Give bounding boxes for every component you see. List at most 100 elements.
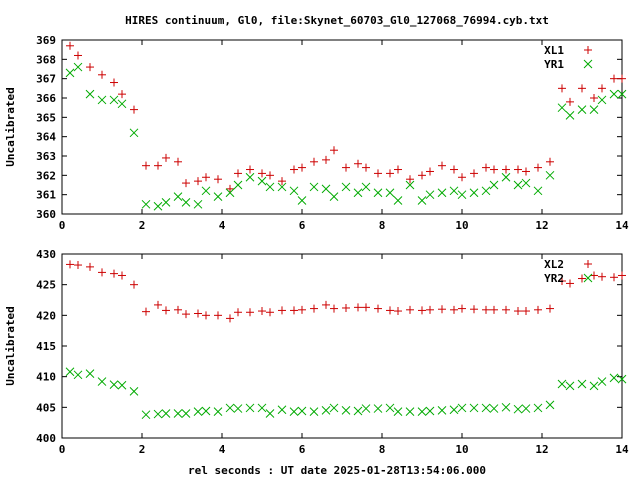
- data-point-yr1: [373, 188, 383, 198]
- data-point-xl1: [558, 84, 566, 93]
- data-point-xl2: [310, 304, 318, 313]
- data-point-yr1: [425, 190, 435, 200]
- data-point-xl1: [386, 169, 394, 178]
- data-point-xl2: [258, 307, 266, 316]
- data-point-yr1: [597, 95, 607, 105]
- data-point-yr2: [181, 409, 191, 418]
- data-point-xl1: [566, 97, 574, 106]
- data-point-yr2: [277, 405, 287, 415]
- data-point-yr1: [289, 186, 299, 196]
- data-point-yr2: [173, 409, 183, 418]
- data-point-yr2: [405, 407, 415, 416]
- data-point-yr2: [85, 369, 95, 378]
- chart-title: HIRES continuum, Gl0, file:Skynet_60703_…: [125, 14, 549, 27]
- y-tick-label: 365: [36, 111, 56, 124]
- data-point-xl2: [322, 300, 330, 309]
- data-point-yr2: [321, 406, 331, 415]
- data-point-xl1: [394, 165, 402, 174]
- data-point-yr2: [417, 407, 427, 416]
- data-point-yr1: [97, 95, 107, 105]
- data-point-yr2: [449, 405, 459, 415]
- data-point-yr2: [373, 404, 383, 413]
- data-point-xl1: [86, 63, 94, 72]
- y-tick-label: 368: [36, 53, 56, 66]
- data-point-xl1: [502, 165, 510, 174]
- y-tick-label: 360: [36, 208, 56, 221]
- data-point-yr1: [513, 180, 523, 190]
- data-point-xl1: [290, 165, 298, 174]
- top-plot: Uncalibrated 0 2 4 6 8 10 12 14 360 361 362 363 364 3…: [4, 34, 629, 232]
- x-tick-label: 2: [139, 443, 146, 456]
- data-point-xl2: [246, 308, 254, 317]
- data-point-yr1: [385, 188, 395, 198]
- data-point-yr1: [129, 128, 139, 138]
- data-point-xl2: [558, 276, 566, 285]
- data-point-xl2: [546, 304, 554, 313]
- data-point-yr2: [469, 403, 479, 413]
- data-point-xl2: [450, 305, 458, 314]
- data-point-yr2: [577, 379, 587, 389]
- data-point-xl1: [578, 84, 586, 93]
- x-axis-label: rel seconds : UT date 2025-01-28T13:54:0…: [188, 464, 486, 477]
- data-point-xl1: [470, 169, 478, 178]
- data-point-xl1: [278, 177, 286, 186]
- data-point-yr2: [545, 400, 555, 410]
- data-point-yr2: [109, 380, 119, 389]
- data-point-yr1: [161, 198, 171, 207]
- data-point-yr1: [321, 184, 331, 194]
- data-point-yr1: [489, 180, 499, 190]
- data-point-xl2: [490, 305, 498, 314]
- y-tick-label: 420: [36, 309, 56, 322]
- data-point-yr2: [425, 406, 435, 416]
- data-point-yr2: [557, 379, 567, 389]
- data-point-xl2: [374, 304, 382, 313]
- legend-marker-yr1: [583, 59, 593, 69]
- data-point-yr1: [297, 196, 307, 205]
- data-point-xl2: [342, 303, 350, 312]
- data-point-xl2: [174, 305, 182, 314]
- data-point-yr1: [73, 62, 83, 72]
- y-tick-label: 410: [36, 371, 56, 384]
- data-point-yr2: [329, 403, 339, 413]
- data-point-yr2: [289, 407, 299, 416]
- y-tick-label: 415: [36, 340, 56, 353]
- x-tick-label: 4: [219, 219, 226, 232]
- data-point-xl1: [534, 163, 542, 172]
- data-point-xl1: [418, 171, 426, 180]
- data-point-xl2: [194, 309, 202, 318]
- data-point-yr2: [589, 381, 599, 391]
- data-point-xl1: [66, 41, 74, 50]
- data-point-yr1: [417, 196, 427, 205]
- data-point-yr2: [117, 380, 127, 390]
- data-point-xl2: [514, 307, 522, 316]
- data-point-yr2: [233, 404, 243, 413]
- data-point-yr1: [353, 188, 363, 198]
- data-point-yr2: [437, 406, 447, 415]
- data-point-xl1: [406, 175, 414, 184]
- data-point-xl2: [598, 272, 606, 281]
- data-point-yr1: [609, 89, 619, 99]
- data-point-xl2: [578, 274, 586, 283]
- data-point-xl2: [330, 304, 338, 313]
- data-point-xl2: [278, 306, 286, 315]
- data-point-xl1: [202, 173, 210, 182]
- data-point-yr1: [589, 105, 599, 114]
- data-point-yr1: [533, 186, 543, 196]
- data-point-xl2: [470, 305, 478, 314]
- bottom-plot-legend: XL2 YR2: [544, 258, 593, 285]
- data-point-xl2: [130, 280, 138, 289]
- top-plot-legend: XL1 YR1: [544, 44, 593, 71]
- data-point-yr2: [521, 404, 531, 413]
- bottom-plot-frame: [61, 253, 623, 439]
- data-point-yr2: [297, 406, 307, 416]
- data-point-xl1: [130, 105, 138, 114]
- bottom-plot: Uncalibrated 0 2 4 6 8 10 12 14 400 405 410 415 420 4…: [4, 248, 629, 456]
- data-point-yr1: [577, 105, 587, 114]
- x-tick-label: 12: [535, 219, 548, 232]
- data-point-xl1: [226, 184, 234, 193]
- data-point-xl2: [354, 303, 362, 312]
- y-tick-label: 369: [36, 34, 56, 47]
- data-point-yr2: [361, 404, 371, 413]
- legend-label-xl2: XL2: [544, 258, 564, 271]
- data-point-xl2: [362, 303, 370, 312]
